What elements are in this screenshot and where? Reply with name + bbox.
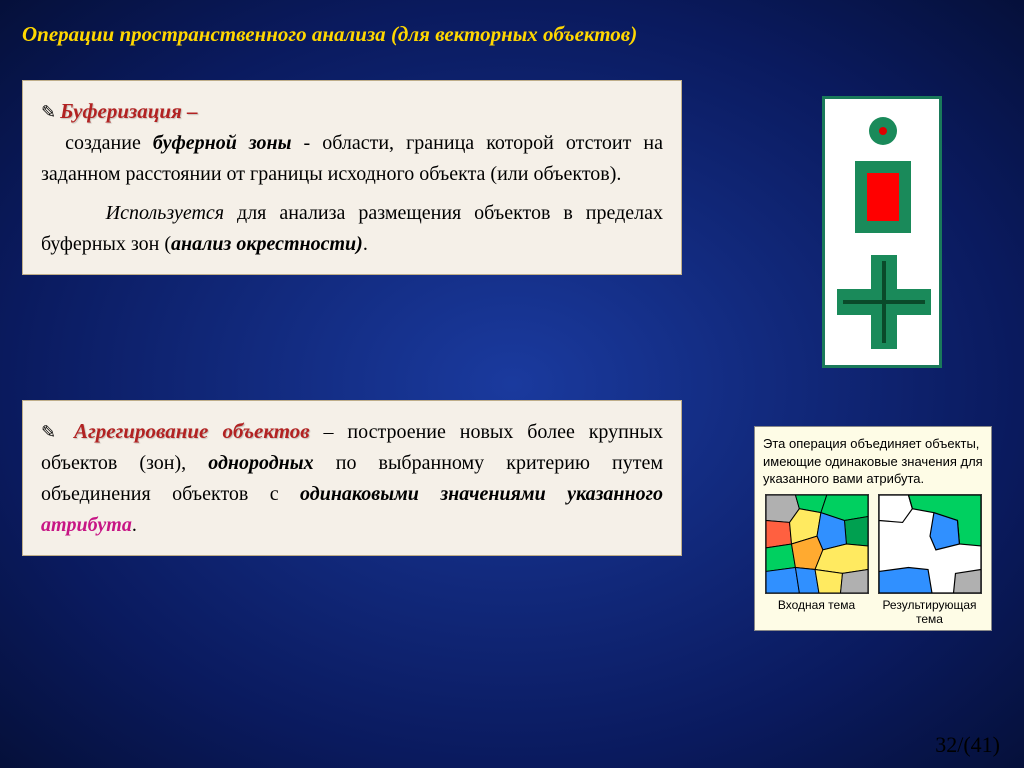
result-map-svg — [879, 495, 981, 593]
title-main: Операции пространственного анализа — [22, 22, 386, 46]
title-sub: (для векторных объектов) — [391, 22, 637, 46]
input-map-svg — [766, 495, 868, 593]
bullet-icon: ✎ — [41, 422, 56, 442]
buffer-point-inner — [879, 127, 887, 135]
card2-attr: атрибута — [41, 514, 132, 536]
card1-term: Буферизация – — [60, 99, 198, 123]
figB-row: Входная тема Результирующая тема — [763, 494, 983, 626]
figB-right-col: Результирующая тема — [876, 494, 983, 626]
cross-v-line — [882, 261, 886, 343]
card1-para1: ✎Буферизация – — [41, 95, 663, 128]
bullet-icon: ✎ — [41, 102, 56, 122]
page-current: 32 — [935, 732, 957, 757]
card2-body: ✎ Агрегирование объектов – построение но… — [41, 415, 663, 541]
card2-t4: одинаковыми значениями указанного — [300, 483, 663, 505]
page-number: 32/(41) — [935, 732, 1000, 758]
card1-p2d: . — [363, 233, 368, 255]
card-aggregation: ✎ Агрегирование объектов – построение но… — [22, 400, 682, 556]
figB-desc: Эта операция объединяет объекты, имеющие… — [763, 435, 983, 488]
card1-p2c: анализ окрестности) — [171, 233, 363, 255]
card2-t5: . — [132, 514, 137, 536]
figB-input-map — [765, 494, 869, 594]
page-total: 41 — [971, 732, 993, 757]
card1-body: создание буферной зоны - области, границ… — [41, 128, 663, 190]
card1-para2: Используется для анализа размещения объе… — [41, 198, 663, 260]
slide-title: Операции пространственного анализа (для … — [0, 0, 1024, 47]
card-bufferization: ✎Буферизация – создание буферной зоны - … — [22, 80, 682, 275]
figure-aggregation: Эта операция объединяет объекты, имеющие… — [754, 426, 992, 631]
figB-left-col: Входная тема — [763, 494, 870, 626]
card1-t1: создание — [65, 132, 153, 154]
card2-t2: однородных — [208, 452, 313, 474]
figB-left-label: Входная тема — [763, 598, 870, 612]
figB-right-label: Результирующая тема — [876, 598, 983, 626]
buffer-cross — [837, 255, 931, 349]
card2-term: Агрегирование объектов — [74, 419, 310, 443]
buffer-rect-inner — [867, 173, 899, 221]
figure-buffer-examples — [822, 96, 942, 368]
card1-t2: буферной зоны — [153, 132, 292, 154]
figB-result-map — [878, 494, 982, 594]
card1-p2a: Используется — [106, 202, 224, 224]
